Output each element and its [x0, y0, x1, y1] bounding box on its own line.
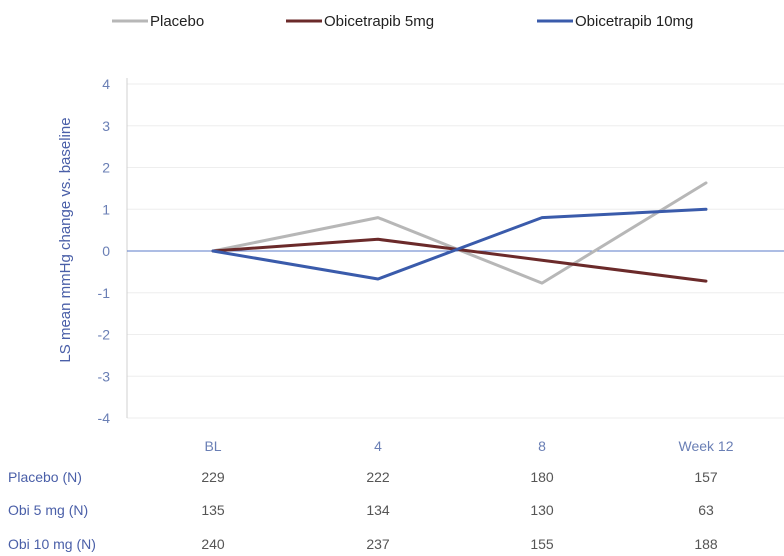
table-row-label: Obi 5 mg (N) — [8, 502, 88, 518]
legend-label: Obicetrapib 10mg — [575, 13, 693, 30]
table-cell: 63 — [698, 502, 714, 518]
legend-label: Placebo — [150, 13, 204, 30]
table-cell: 240 — [201, 536, 225, 552]
y-tick-label: -2 — [98, 327, 111, 343]
y-tick-label: -1 — [98, 285, 111, 301]
y-tick-label: 1 — [102, 201, 110, 217]
table-cell: 157 — [694, 469, 718, 485]
grid — [127, 83, 784, 419]
x-tick-label: Week 12 — [679, 438, 734, 454]
x-tick-label: 4 — [374, 438, 382, 454]
y-tick-label: 4 — [102, 76, 110, 92]
table-cell: 135 — [201, 502, 225, 518]
legend-label: Obicetrapib 5mg — [324, 13, 434, 30]
table-cell: 222 — [366, 469, 390, 485]
y-axis-label: LS mean mmHg change vs. baseline — [57, 117, 74, 362]
table-row-label: Placebo (N) — [8, 469, 82, 485]
table-cell: 130 — [530, 502, 554, 518]
series-line — [211, 237, 708, 283]
table-cell: 237 — [366, 536, 390, 552]
table-cell: 180 — [530, 469, 554, 485]
series-line — [211, 207, 708, 281]
y-tick-label: 2 — [102, 160, 110, 176]
y-tick-label: -3 — [98, 368, 111, 384]
table-cell: 155 — [530, 536, 554, 552]
y-tick-label: -4 — [98, 410, 111, 426]
axes: 4 3 2 1 0 -1 -2 -3 -4 BL 4 8 Week 12 — [98, 76, 784, 454]
n-table: Placebo (N) 229 222 180 157 Obi 5 mg (N) 135 13… — [8, 469, 718, 552]
table-row-label: Obi 10 mg (N) — [8, 536, 96, 552]
y-tick-label: 3 — [102, 118, 110, 134]
y-tick-label: 0 — [102, 243, 110, 259]
table-cell: 229 — [201, 469, 225, 485]
x-tick-label: 8 — [538, 438, 546, 454]
x-tick-label: BL — [204, 438, 221, 454]
table-cell: 188 — [694, 536, 718, 552]
table-cell: 134 — [366, 502, 390, 518]
series-line — [211, 181, 708, 285]
legend: Placebo Obicetrapib 5mg Obicetrapib 10mg — [112, 13, 693, 30]
series-lines — [211, 181, 708, 285]
